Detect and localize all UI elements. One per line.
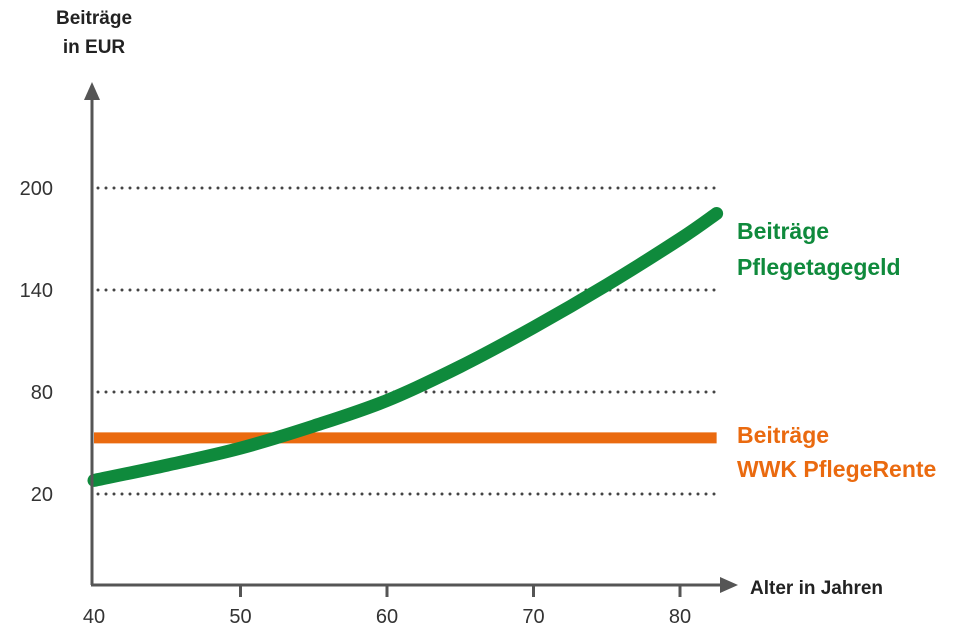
x-tick-label: 50 <box>229 606 251 628</box>
series-label-pflegetagegeld-line-2: Pflegetagegeld <box>737 254 901 280</box>
series-lines <box>87 207 724 487</box>
y-tick-label: 140 <box>20 280 53 302</box>
y-axis-title-line-1: Beiträge <box>56 8 132 29</box>
x-tick-label: 70 <box>522 606 544 628</box>
series-line-pflegetagegeld <box>87 207 724 487</box>
x-axis-arrow-icon <box>720 577 738 593</box>
y-tick-label: 20 <box>31 484 53 506</box>
x-tick-label: 80 <box>669 606 691 628</box>
y-axis-arrow-icon <box>84 82 100 100</box>
series-label-pflegerente-line-2: WWK PflegeRente <box>737 456 936 482</box>
x-tick-label: 40 <box>83 606 105 628</box>
axes <box>84 82 738 593</box>
series-label-pflegetagegeld-line-1: Beiträge <box>737 218 829 244</box>
series-label-pflegerente-line-1: Beiträge <box>737 422 829 448</box>
x-ticks: 40 50 60 70 80 <box>83 585 691 628</box>
y-tick-label: 200 <box>20 178 53 200</box>
y-axis-title-line-2: in EUR <box>63 37 126 58</box>
x-axis-title: Alter in Jahren <box>750 578 883 599</box>
y-tick-label: 80 <box>31 382 53 404</box>
y-ticks: 200 140 80 20 <box>20 178 53 506</box>
gridlines <box>96 186 724 496</box>
x-tick-label: 60 <box>376 606 398 628</box>
